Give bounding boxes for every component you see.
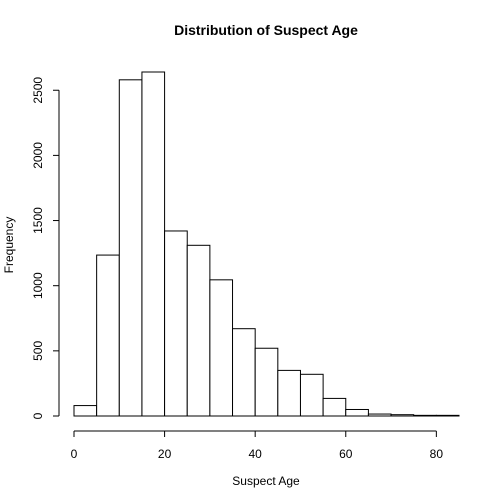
y-tick-label: 500: [31, 341, 45, 361]
histogram-bar: [118, 79, 143, 417]
x-tick-label: 0: [71, 447, 78, 461]
y-axis: 0 500 1000 1500 2000 2500: [31, 77, 60, 419]
bars-group: [73, 71, 460, 417]
histogram-bar: [435, 414, 460, 417]
histogram-bar: [73, 405, 98, 417]
y-tick-label: 1500: [31, 207, 45, 234]
y-tick-label: 0: [31, 412, 45, 419]
y-tick-label: 2000: [31, 142, 45, 169]
histogram-bar: [367, 413, 392, 417]
histogram-bar: [277, 369, 301, 417]
x-tick-label: 20: [158, 447, 172, 461]
histogram-bar: [345, 408, 369, 417]
x-tick-label: 60: [339, 447, 353, 461]
x-axis-label: Suspect Age: [232, 474, 300, 488]
x-tick-label: 80: [430, 447, 444, 461]
histogram-bar: [164, 230, 188, 417]
histogram-bar: [413, 414, 437, 417]
y-tick-label: 1000: [31, 272, 45, 299]
histogram-bar: [186, 244, 211, 417]
chart-title: Distribution of Suspect Age: [174, 22, 358, 38]
histogram-bar: [96, 254, 120, 417]
histogram-bar: [322, 397, 347, 417]
histogram-bar: [299, 373, 324, 417]
histogram-bar: [209, 279, 234, 417]
x-axis: 0 20 40 60 80: [71, 430, 444, 461]
histogram-bar: [232, 328, 256, 417]
histogram-bar: [390, 414, 415, 417]
x-tick-label: 40: [248, 447, 262, 461]
y-tick-label: 2500: [31, 77, 45, 104]
histogram-bar: [254, 347, 279, 417]
y-axis-label: Frequency: [2, 217, 16, 274]
histogram-bar: [141, 71, 166, 417]
